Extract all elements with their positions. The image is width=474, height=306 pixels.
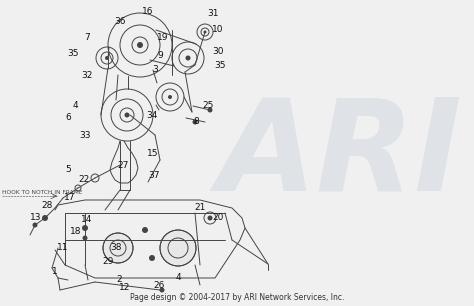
Text: 4: 4 — [175, 274, 181, 282]
Circle shape — [125, 113, 129, 118]
Circle shape — [159, 288, 164, 293]
Text: 2: 2 — [116, 274, 122, 283]
Text: 17: 17 — [64, 192, 76, 201]
Circle shape — [208, 107, 212, 113]
Text: 33: 33 — [79, 130, 91, 140]
Text: 35: 35 — [214, 62, 226, 70]
Text: 11: 11 — [57, 244, 69, 252]
Text: 21: 21 — [194, 203, 206, 211]
Circle shape — [203, 31, 207, 33]
Circle shape — [82, 225, 88, 231]
Text: 38: 38 — [110, 244, 122, 252]
Text: 25: 25 — [202, 102, 214, 110]
Text: 1: 1 — [52, 267, 58, 277]
Text: 6: 6 — [65, 114, 71, 122]
Text: 16: 16 — [142, 8, 154, 17]
Circle shape — [208, 215, 212, 221]
Text: 7: 7 — [84, 33, 90, 43]
Circle shape — [42, 215, 48, 221]
Text: 27: 27 — [117, 161, 128, 170]
Text: HOOK TO NOTCH IN FRAME: HOOK TO NOTCH IN FRAME — [2, 191, 82, 196]
Text: 15: 15 — [147, 148, 159, 158]
Circle shape — [137, 42, 143, 48]
Text: 28: 28 — [41, 200, 53, 210]
Text: 30: 30 — [212, 47, 224, 57]
Text: 34: 34 — [146, 111, 158, 121]
Circle shape — [103, 233, 133, 263]
Text: 9: 9 — [157, 50, 163, 59]
Circle shape — [168, 95, 172, 99]
Circle shape — [33, 222, 37, 227]
Circle shape — [142, 227, 148, 233]
Text: 26: 26 — [153, 281, 164, 289]
Text: 31: 31 — [207, 9, 219, 18]
Text: 5: 5 — [65, 166, 71, 174]
Text: 3: 3 — [152, 65, 158, 74]
Circle shape — [192, 120, 198, 125]
Text: 37: 37 — [148, 171, 160, 181]
Circle shape — [160, 230, 196, 266]
Text: 35: 35 — [67, 48, 79, 58]
Circle shape — [82, 236, 88, 241]
Text: 22: 22 — [78, 174, 90, 184]
Text: 13: 13 — [30, 212, 42, 222]
Text: 4: 4 — [72, 100, 78, 110]
Text: 18: 18 — [70, 227, 82, 237]
Text: Page design © 2004-2017 by ARI Network Services, Inc.: Page design © 2004-2017 by ARI Network S… — [130, 293, 344, 303]
Text: 19: 19 — [157, 32, 169, 42]
Text: 8: 8 — [193, 117, 199, 125]
Text: 12: 12 — [119, 283, 131, 293]
Text: 14: 14 — [82, 215, 93, 225]
Circle shape — [149, 255, 155, 261]
Text: 32: 32 — [82, 70, 93, 80]
Text: 10: 10 — [212, 25, 224, 35]
Text: 36: 36 — [114, 17, 126, 27]
Circle shape — [185, 55, 191, 61]
Text: 29: 29 — [102, 258, 114, 267]
Text: 20: 20 — [212, 214, 224, 222]
Text: ARI: ARI — [218, 92, 462, 218]
Circle shape — [105, 56, 109, 60]
